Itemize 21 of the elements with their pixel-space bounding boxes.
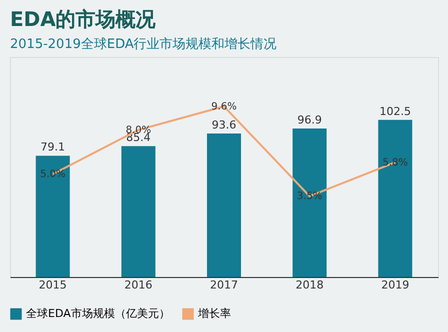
bar xyxy=(378,120,412,277)
chart-title: EDA的市场概况 xyxy=(10,7,157,31)
chart-subtitle: 2015-2019全球EDA行业市场规模和增长情况 xyxy=(10,37,277,52)
data-label: 5.8% xyxy=(382,157,408,168)
bar xyxy=(207,134,241,277)
data-label: 79.1 xyxy=(40,140,66,154)
data-label: 93.6 xyxy=(212,118,236,132)
legend-label: 增长率 xyxy=(197,307,231,320)
data-label: 96.9 xyxy=(297,113,322,126)
data-label: 102.5 xyxy=(379,104,411,118)
x-tick-label: 2015 xyxy=(38,278,67,292)
bar xyxy=(36,156,70,277)
x-tick-label: 2019 xyxy=(381,278,410,292)
bar xyxy=(121,146,156,277)
data-label: 3.5% xyxy=(296,191,322,202)
x-tick-label: 2016 xyxy=(124,278,152,292)
legend-label: 全球EDA市场规模（亿美元） xyxy=(26,307,170,320)
x-tick-label: 2017 xyxy=(210,278,238,292)
data-label: 5.0% xyxy=(40,169,66,180)
bar xyxy=(292,128,327,277)
x-tick-label: 2018 xyxy=(296,278,324,292)
